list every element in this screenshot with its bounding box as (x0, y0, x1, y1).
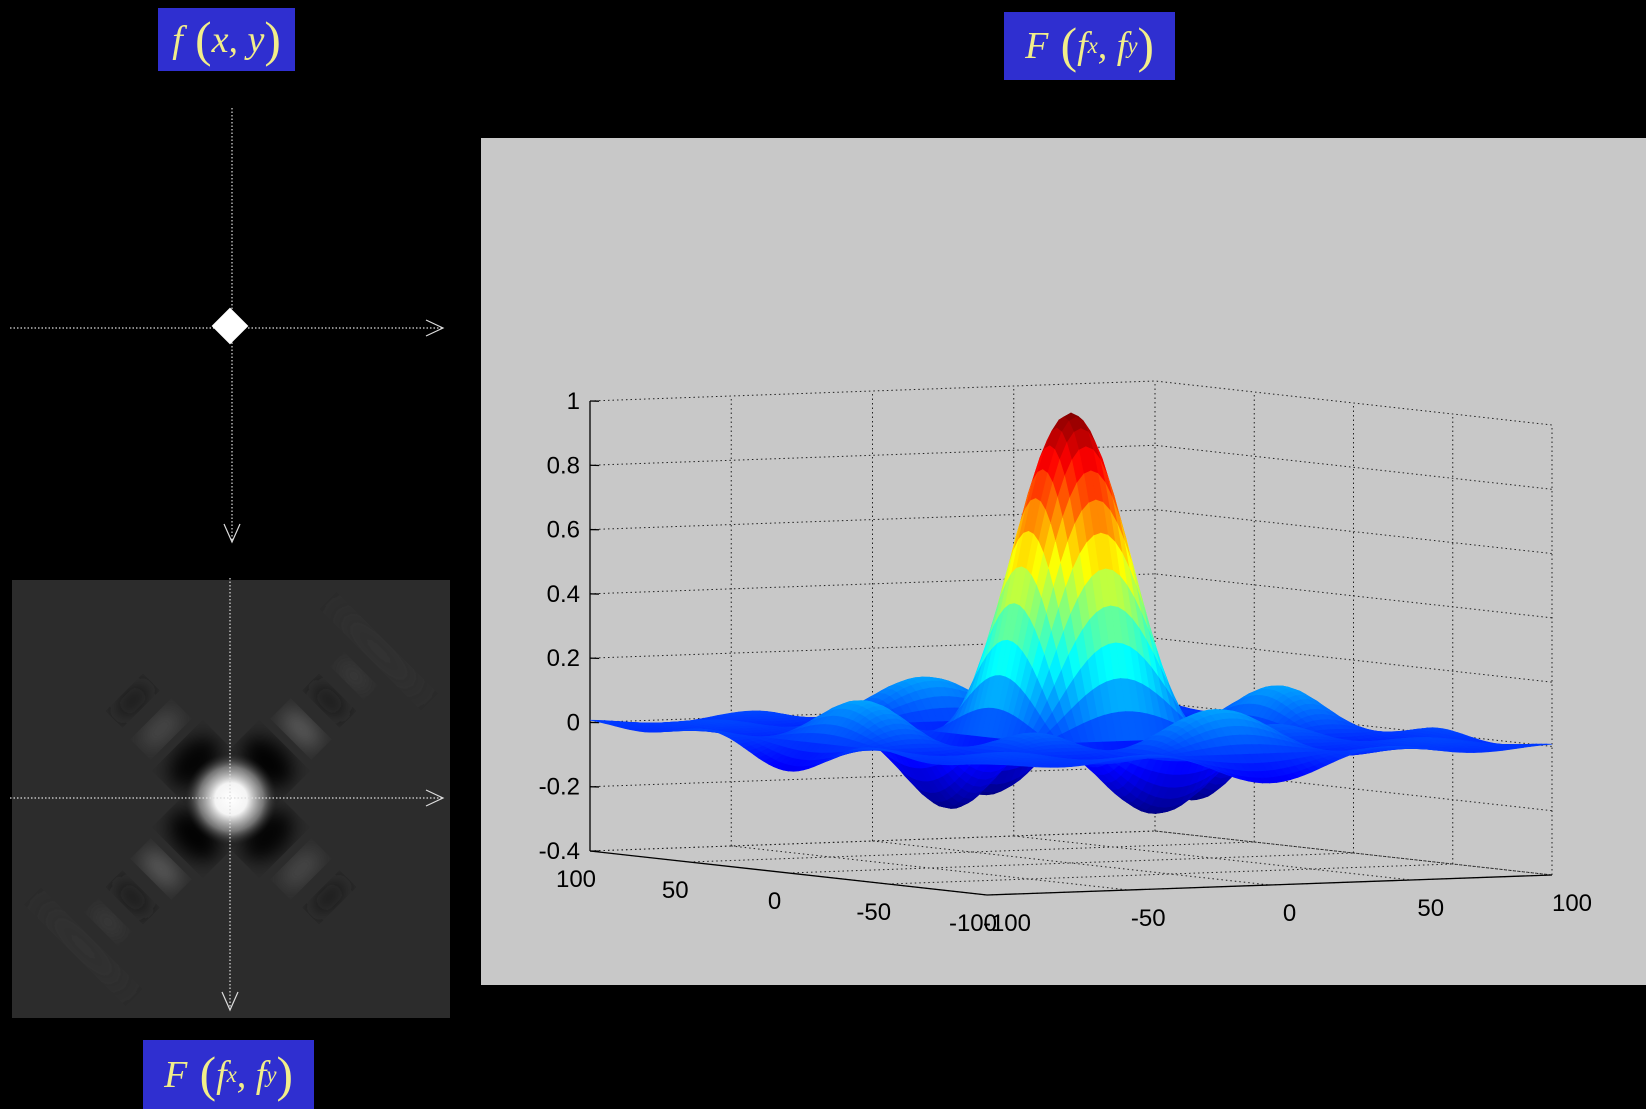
y-tick-label: 0 (1283, 900, 1296, 927)
y-tick-label: -100 (983, 910, 1031, 937)
y-axis-line (986, 874, 1553, 896)
z-tick-label: 0.4 (547, 581, 580, 608)
z-tick-label: 0.2 (547, 645, 580, 672)
x-axis-arrow-icon (425, 319, 445, 337)
y-tick-label: 100 (1552, 890, 1592, 917)
x-axis-line (589, 850, 988, 896)
surface-plot-panel: 1 0.8 0.6 0.4 0.2 0 -0.2 -0.4 100 50 0 -50 -100 -100-… (481, 138, 1646, 985)
z-tick-label: 0 (567, 709, 580, 736)
z-tick-label: 0.6 (547, 517, 580, 544)
spatial-domain-diagram (10, 108, 445, 544)
fx-arrow-icon (425, 789, 445, 807)
fourier-image (12, 580, 450, 1018)
x-tick-label: 0 (768, 888, 781, 915)
y-tick-label: -50 (1131, 905, 1166, 932)
z-tick-label: 1 (567, 388, 580, 415)
fy-arrow-icon (221, 991, 239, 1012)
y-axis-arrow-icon (223, 523, 241, 544)
surface-mesh (589, 412, 1553, 814)
y-tick-label: 50 (1417, 895, 1444, 922)
fourier-image-label: F (f x, f y) (143, 1040, 314, 1109)
z-tick-label: 0.8 (547, 452, 580, 479)
x-tick-label: -50 (856, 899, 891, 926)
central-peak (185, 753, 277, 845)
x-tick-label: 50 (662, 877, 689, 904)
spatial-function-label: f (x, y) (158, 8, 295, 71)
fourier-image-axes (10, 578, 445, 1012)
square-aperture-diamond (211, 307, 249, 345)
x-tick-label: 100 (556, 866, 596, 893)
fourier-surface-label: F (f x, f y) (1004, 12, 1175, 80)
z-tick-label: -0.4 (539, 838, 580, 865)
z-tick-label: -0.2 (539, 774, 580, 801)
x-tick-label: -100 (949, 910, 997, 937)
